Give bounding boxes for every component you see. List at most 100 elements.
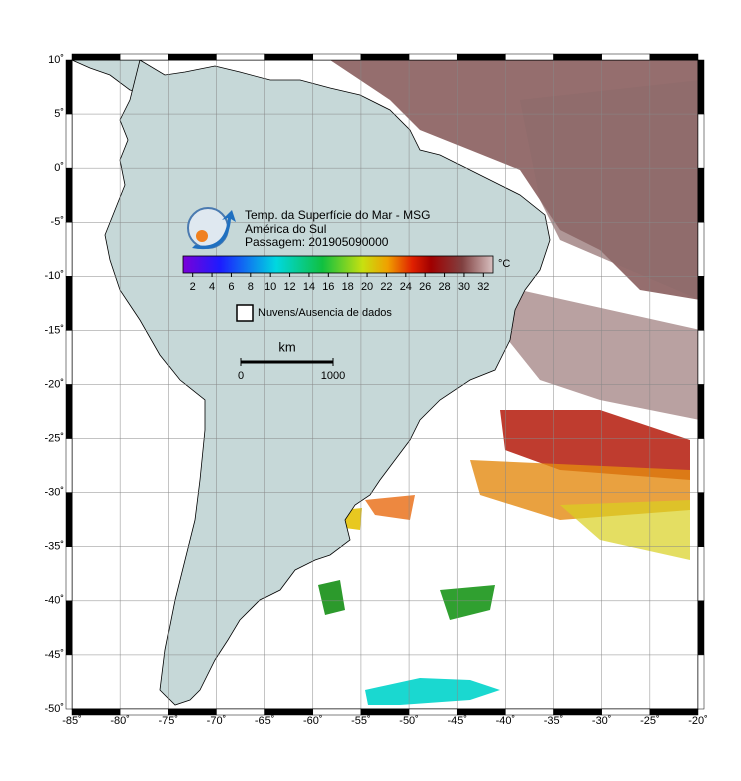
sst-field (318, 60, 698, 705)
frame-band (65, 113, 73, 169)
y-tick-label: 5˚ (54, 108, 64, 120)
frame-band (649, 708, 699, 716)
frame-band (65, 654, 73, 710)
colorbar-tick-label: 22 (380, 281, 392, 293)
y-tick-label: -30˚ (44, 487, 64, 499)
frame-band (697, 492, 705, 547)
colorbar-ticks: 2 4 6 8 10 12 14 16 18 20 22 24 26 28 30 32 (190, 273, 489, 293)
y-tick-label: -10˚ (44, 270, 64, 282)
frame-band (697, 59, 705, 115)
x-tick-label: -85˚ (62, 715, 82, 727)
frame-band (65, 222, 73, 277)
x-tick-label: -50˚ (399, 715, 419, 727)
frame-band (264, 53, 314, 61)
colorbar-tick-label: 10 (264, 281, 276, 293)
x-tick-label: -75˚ (159, 715, 179, 727)
frame-band (65, 167, 73, 223)
sst-patch (500, 290, 698, 420)
y-tick-label: -20˚ (44, 378, 64, 390)
frame-band (119, 53, 169, 61)
frame-band (65, 330, 73, 385)
frame-band (65, 492, 73, 547)
frame-band (697, 276, 705, 331)
y-tick-label: 0˚ (54, 162, 64, 174)
sst-patch (560, 500, 690, 560)
frame-band (65, 59, 73, 115)
title-line: Passagem: 201905090000 (245, 235, 389, 249)
x-tick-label: -40˚ (496, 715, 516, 727)
frame-band (65, 438, 73, 493)
frame-band (697, 654, 705, 710)
scale-unit: km (278, 339, 295, 354)
frame-band (697, 330, 705, 385)
colorbar-tick-label: 14 (303, 281, 315, 293)
frame-band (697, 113, 705, 169)
colorbar-tick-label: 12 (283, 281, 295, 293)
frame-band (553, 53, 602, 61)
frame-band (649, 53, 699, 61)
colorbar-unit: °C (498, 258, 510, 270)
colorbar-tick-label: 20 (361, 281, 373, 293)
frame-band (65, 276, 73, 331)
colorbar-tick-label: 2 (190, 281, 196, 293)
frame-band (168, 53, 217, 61)
frame-band (697, 384, 705, 439)
sst-patch (500, 410, 690, 480)
colorbar-tick-label: 28 (438, 281, 450, 293)
scale-label: 1000 (321, 370, 345, 382)
logo-sun (196, 230, 208, 242)
x-tick-label: -45˚ (447, 715, 467, 727)
sst-patch (440, 585, 495, 620)
x-tick-label: -35˚ (544, 715, 564, 727)
logo-arrow (192, 210, 236, 250)
colorbar-tick-label: 30 (458, 281, 470, 293)
colorbar-tick-label: 6 (228, 281, 234, 293)
colorbar-tick-label: 16 (322, 281, 334, 293)
frame-band (697, 600, 705, 656)
frame-band (697, 546, 705, 602)
frame-band (408, 53, 458, 61)
legend-swatch (236, 304, 254, 322)
y-tick-label: -50˚ (44, 703, 64, 715)
frame-band (65, 600, 73, 656)
colorbar-tick-label: 26 (419, 281, 431, 293)
scale-label: 0 (238, 370, 244, 382)
axes: -85˚ -80˚ -75˚ -70˚ -65˚ -60˚ -55˚ -50˚ -45˚ -40˚… (44, 53, 708, 727)
frame-band (360, 53, 410, 61)
y-tick-label: -45˚ (44, 649, 64, 661)
frame-band (65, 546, 73, 602)
legend-label: Nuvens/Ausencia de dados (258, 307, 392, 319)
y-tick-label: -5˚ (51, 216, 64, 228)
colorbar-tick-label: 24 (400, 281, 412, 293)
title-line: América do Sul (245, 222, 326, 236)
title-line: Temp. da Superfície do Mar - MSG (245, 208, 430, 222)
x-tick-label: -65˚ (255, 715, 275, 727)
sst-patch (520, 80, 698, 300)
frame-band (71, 53, 121, 61)
frame-band (456, 53, 506, 61)
logo (187, 207, 236, 250)
x-tick-label: -20˚ (688, 715, 708, 727)
x-tick-label: -25˚ (640, 715, 660, 727)
frame-band (697, 167, 705, 223)
sst-patch (318, 580, 345, 615)
frame-band (601, 53, 651, 61)
frame-band (505, 53, 554, 61)
colorbar-tick-label: 8 (248, 281, 254, 293)
x-tick-label: -60˚ (303, 715, 323, 727)
colorbar-tick-label: 32 (477, 281, 489, 293)
y-tick-label: -15˚ (44, 324, 64, 336)
x-tick-label: -30˚ (592, 715, 612, 727)
colorbar-tick-label: 18 (342, 281, 354, 293)
frame-band (216, 53, 265, 61)
colorbar (182, 255, 494, 274)
colorbar-tick-label: 4 (209, 281, 215, 293)
x-tick-label: -70˚ (207, 715, 227, 727)
frame-band (65, 384, 73, 439)
y-tick-label: -25˚ (44, 432, 64, 444)
y-tick-label: -40˚ (44, 595, 64, 607)
x-tick-label: -55˚ (351, 715, 371, 727)
sst-patch (365, 678, 500, 705)
